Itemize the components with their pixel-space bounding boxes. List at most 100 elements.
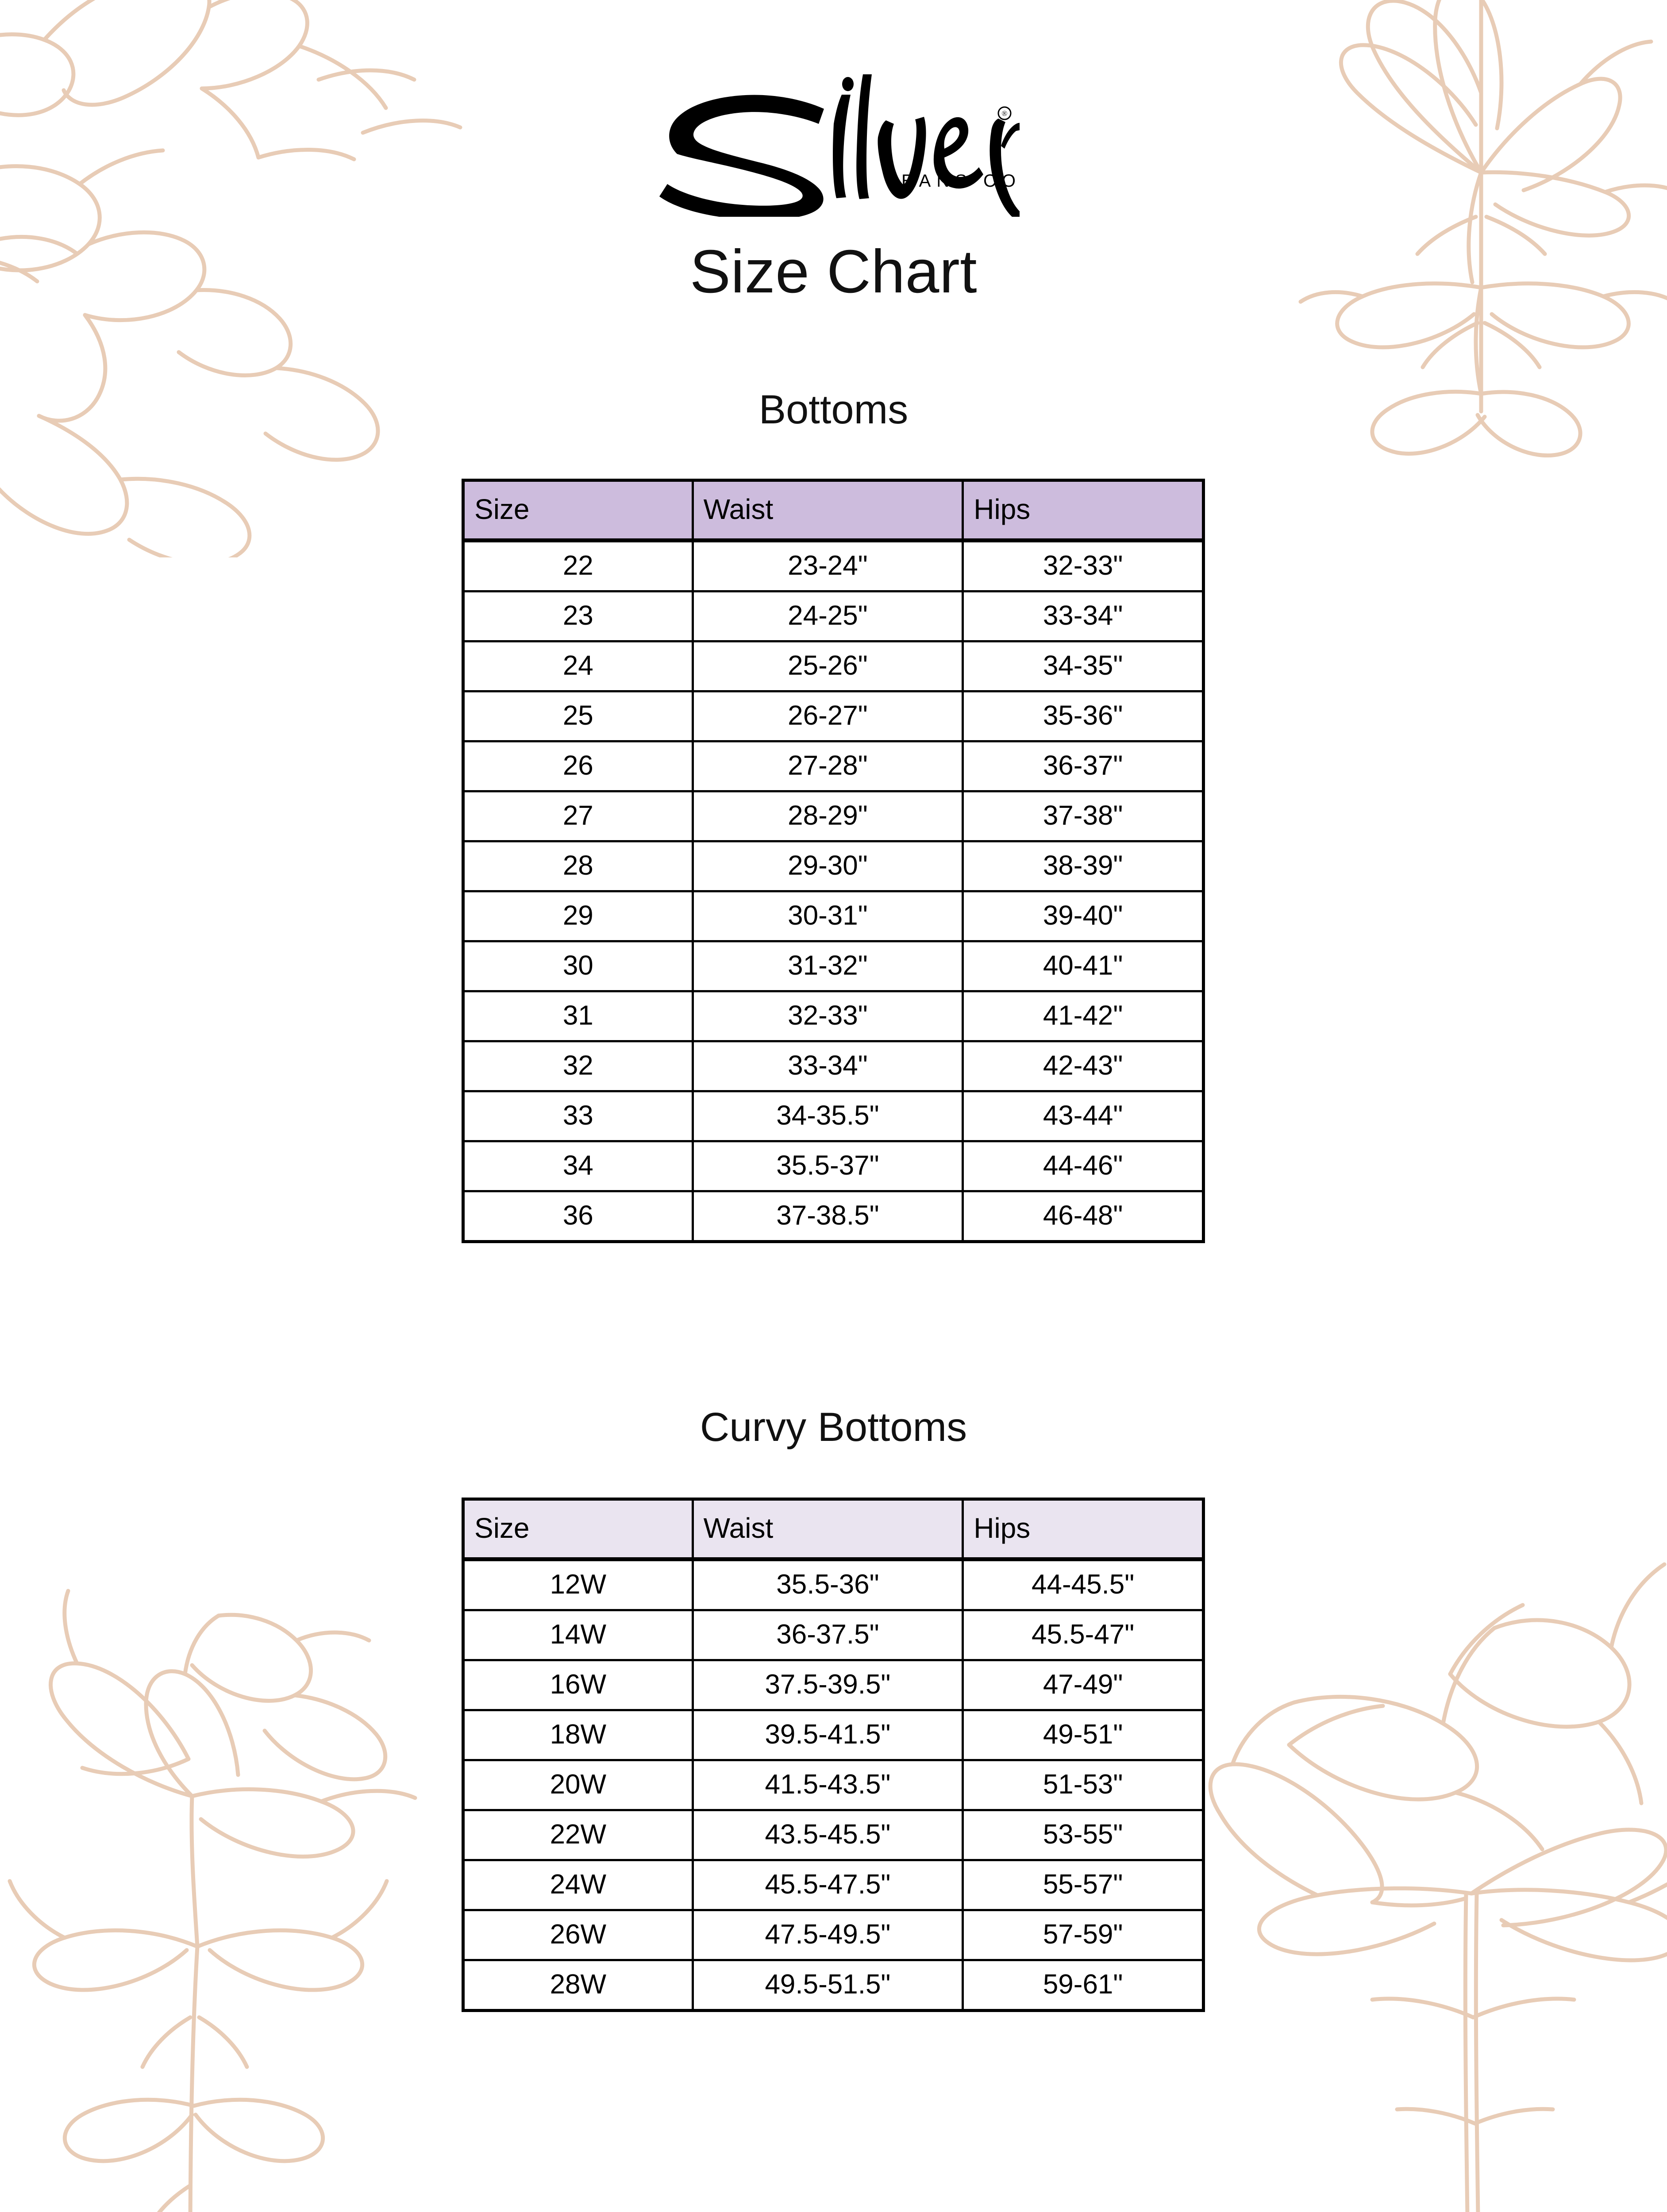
cell-hips: 46-48": [962, 1190, 1204, 1242]
table-row: 26W 47.5-49.5" 57-59": [463, 1909, 1204, 1960]
cell-size: 24: [463, 640, 694, 691]
table-row: 30 31-32" 40-41": [463, 940, 1204, 991]
cell-size: 32: [463, 1040, 694, 1091]
cell-hips: 41-42": [962, 990, 1204, 1041]
column-header-waist: Waist: [693, 1499, 964, 1561]
cell-size: 26: [463, 740, 694, 791]
table-row: 24W 45.5-47.5" 55-57": [463, 1859, 1204, 1910]
cell-size: 20W: [463, 1759, 694, 1810]
cell-hips: 39-40": [962, 890, 1204, 941]
table-header-row: Size Waist Hips: [463, 480, 1204, 542]
brand-tagline: JEANS CO.: [887, 171, 1020, 191]
cell-size: 31: [463, 990, 694, 1041]
cell-size: 29: [463, 890, 694, 941]
column-header-hips: Hips: [962, 480, 1204, 542]
cell-size: 14W: [463, 1609, 694, 1660]
cell-hips: 38-39": [962, 840, 1204, 891]
table-row: 20W 41.5-43.5" 51-53": [463, 1759, 1204, 1810]
cell-waist: 35.5-37": [693, 1140, 964, 1191]
cell-size: 36: [463, 1190, 694, 1242]
table-row: 28 29-30" 38-39": [463, 840, 1204, 891]
cell-size: 18W: [463, 1709, 694, 1760]
cell-waist: 37.5-39.5": [693, 1659, 964, 1710]
cell-waist: 34-35.5": [693, 1090, 964, 1141]
cell-waist: 35.5-36": [693, 1559, 964, 1610]
cell-size: 12W: [463, 1559, 694, 1610]
cell-hips: 32-33": [962, 540, 1204, 591]
cell-hips: 53-55": [962, 1809, 1204, 1860]
cell-size: 25: [463, 690, 694, 741]
cell-waist: 36-37.5": [693, 1609, 964, 1660]
cell-waist: 28-29": [693, 790, 964, 841]
table-row: 12W 35.5-36" 44-45.5": [463, 1559, 1204, 1610]
cell-hips: 43-44": [962, 1090, 1204, 1141]
cell-waist: 39.5-41.5": [693, 1709, 964, 1760]
cell-waist: 31-32": [693, 940, 964, 991]
table-header-row: Size Waist Hips: [463, 1499, 1204, 1561]
cell-size: 33: [463, 1090, 694, 1141]
table-row: 28W 49.5-51.5" 59-61": [463, 1959, 1204, 2011]
cell-waist: 41.5-43.5": [693, 1759, 964, 1810]
cell-hips: 44-46": [962, 1140, 1204, 1191]
cell-waist: 45.5-47.5": [693, 1859, 964, 1910]
column-header-waist: Waist: [693, 480, 964, 542]
cell-hips: 57-59": [962, 1909, 1204, 1960]
cell-hips: 55-57": [962, 1859, 1204, 1910]
cell-hips: 44-45.5": [962, 1559, 1204, 1610]
cell-hips: 35-36": [962, 690, 1204, 741]
cell-size: 28: [463, 840, 694, 891]
cell-hips: 45.5-47": [962, 1609, 1204, 1660]
cell-waist: 25-26": [693, 640, 964, 691]
section-heading-curvy-bottoms: Curvy Bottoms: [700, 1405, 967, 1450]
column-header-hips: Hips: [962, 1499, 1204, 1561]
registered-mark: ®: [1001, 109, 1007, 118]
cell-waist: 26-27": [693, 690, 964, 741]
cell-size: 30: [463, 940, 694, 991]
table-row: 14W 36-37.5" 45.5-47": [463, 1609, 1204, 1660]
cell-hips: 33-34": [962, 590, 1204, 641]
cell-waist: 30-31": [693, 890, 964, 941]
table-row: 31 32-33" 41-42": [463, 990, 1204, 1041]
cell-waist: 49.5-51.5": [693, 1959, 964, 2011]
cell-size: 22W: [463, 1809, 694, 1860]
cell-waist: 43.5-45.5": [693, 1809, 964, 1860]
table-row: 36 37-38.5" 46-48": [463, 1190, 1204, 1242]
cell-size: 24W: [463, 1859, 694, 1910]
table-row: 27 28-29" 37-38": [463, 790, 1204, 841]
cell-hips: 34-35": [962, 640, 1204, 691]
table-row: 26 27-28" 36-37": [463, 740, 1204, 791]
cell-waist: 29-30": [693, 840, 964, 891]
cell-hips: 40-41": [962, 940, 1204, 991]
cell-size: 23: [463, 590, 694, 641]
cell-waist: 24-25": [693, 590, 964, 641]
cell-hips: 37-38": [962, 790, 1204, 841]
table-row: 16W 37.5-39.5" 47-49": [463, 1659, 1204, 1710]
cell-hips: 51-53": [962, 1759, 1204, 1810]
table-row: 33 34-35.5" 43-44": [463, 1090, 1204, 1141]
cell-hips: 42-43": [962, 1040, 1204, 1091]
table-row: 32 33-34" 42-43": [463, 1040, 1204, 1091]
cell-waist: 47.5-49.5": [693, 1909, 964, 1960]
cell-waist: 27-28": [693, 740, 964, 791]
table-row: 22W 43.5-45.5" 53-55": [463, 1809, 1204, 1860]
column-header-size: Size: [463, 1499, 694, 1561]
curvy-bottoms-size-table: Size Waist Hips 12W 35.5-36" 44-45.5" 14W 3…: [462, 1498, 1205, 2012]
cell-size: 16W: [463, 1659, 694, 1710]
table-row: 34 35.5-37" 44-46": [463, 1140, 1204, 1191]
brand-logo: ® JEANS CO.: [612, 71, 1055, 217]
cell-waist: 32-33": [693, 990, 964, 1041]
table-row: 25 26-27" 35-36": [463, 690, 1204, 741]
cell-size: 26W: [463, 1909, 694, 1960]
cell-waist: 33-34": [693, 1040, 964, 1091]
cell-hips: 36-37": [962, 740, 1204, 791]
column-header-size: Size: [463, 480, 694, 542]
cell-hips: 47-49": [962, 1659, 1204, 1710]
cell-hips: 49-51": [962, 1709, 1204, 1760]
cell-hips: 59-61": [962, 1959, 1204, 2011]
cell-waist: 37-38.5": [693, 1190, 964, 1242]
bottoms-size-table: Size Waist Hips 22 23-24" 32-33" 23 24-25" 3…: [462, 479, 1205, 1243]
cell-size: 27: [463, 790, 694, 841]
cell-waist: 23-24": [693, 540, 964, 591]
section-heading-bottoms: Bottoms: [758, 387, 909, 432]
